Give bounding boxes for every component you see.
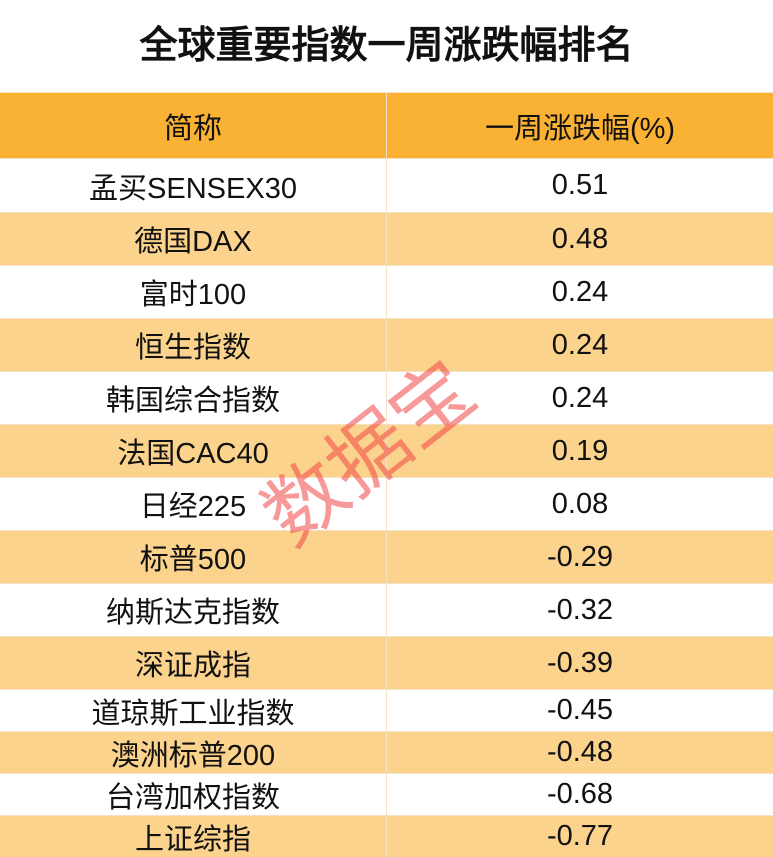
table-row: 上证综指 -0.77 — [0, 815, 773, 857]
change-cell: -0.39 — [386, 637, 773, 689]
table-row: 德国DAX 0.48 — [0, 212, 773, 265]
name-cell: 韩国综合指数 — [105, 385, 280, 417]
table-row: 富时100 0.24 — [0, 265, 773, 318]
change-cell: 0.48 — [386, 213, 773, 265]
table-row: 标普500 -0.29 — [0, 530, 773, 583]
name-cell: 孟买SENSEX30 — [89, 172, 297, 205]
name-cell: 日经225 — [139, 491, 247, 523]
change-cell: 0.24 — [386, 319, 773, 371]
change-cell: -0.29 — [386, 531, 773, 583]
table-row: 法国CAC40 0.19 — [0, 424, 773, 477]
name-cell: 深证成指 — [134, 650, 251, 682]
change-cell: -0.32 — [386, 584, 773, 636]
name-cell: 德国DAX — [134, 226, 252, 258]
change-cell: -0.45 — [386, 690, 773, 731]
change-cell: 0.51 — [386, 159, 773, 212]
change-cell: -0.77 — [386, 816, 773, 857]
table-row: 深证成指 -0.39 — [0, 636, 773, 689]
name-cell: 标普500 — [139, 544, 247, 576]
name-cell: 上证综指 — [134, 823, 251, 856]
name-cell: 澳洲标普200 — [110, 739, 276, 772]
table-row: 韩国综合指数 0.24 — [0, 371, 773, 424]
table-row: 日经225 0.08 — [0, 477, 773, 530]
change-cell: 0.19 — [386, 425, 773, 477]
table-row: 孟买SENSEX30 0.51 — [0, 158, 773, 212]
change-cell: 0.24 — [386, 372, 773, 424]
table-row: 台湾加权指数 -0.68 — [0, 773, 773, 815]
name-cell: 台湾加权指数 — [105, 781, 280, 814]
change-cell: 0.08 — [386, 478, 773, 530]
change-cell: -0.48 — [386, 732, 773, 773]
change-cell: 0.24 — [386, 266, 773, 318]
name-cell: 富时100 — [139, 279, 247, 311]
table-row: 澳洲标普200 -0.48 — [0, 731, 773, 773]
name-cell: 恒生指数 — [134, 332, 251, 364]
header-cell: 一周涨跌幅(%) — [386, 93, 773, 158]
table-row: 简称 一周涨跌幅(%) — [0, 92, 773, 158]
name-cell: 纳斯达克指数 — [105, 597, 280, 629]
table-row: 道琼斯工业指数 -0.45 — [0, 689, 773, 731]
header-cell: 简称 — [163, 112, 222, 145]
table-row: 恒生指数 0.24 — [0, 318, 773, 371]
title: 全球重要指数一周涨跌幅排名 — [139, 25, 634, 67]
table-row: 纳斯达克指数 -0.32 — [0, 583, 773, 636]
change-cell: -0.68 — [386, 774, 773, 815]
name-cell: 道琼斯工业指数 — [91, 697, 295, 730]
name-cell: 法国CAC40 — [117, 438, 269, 470]
